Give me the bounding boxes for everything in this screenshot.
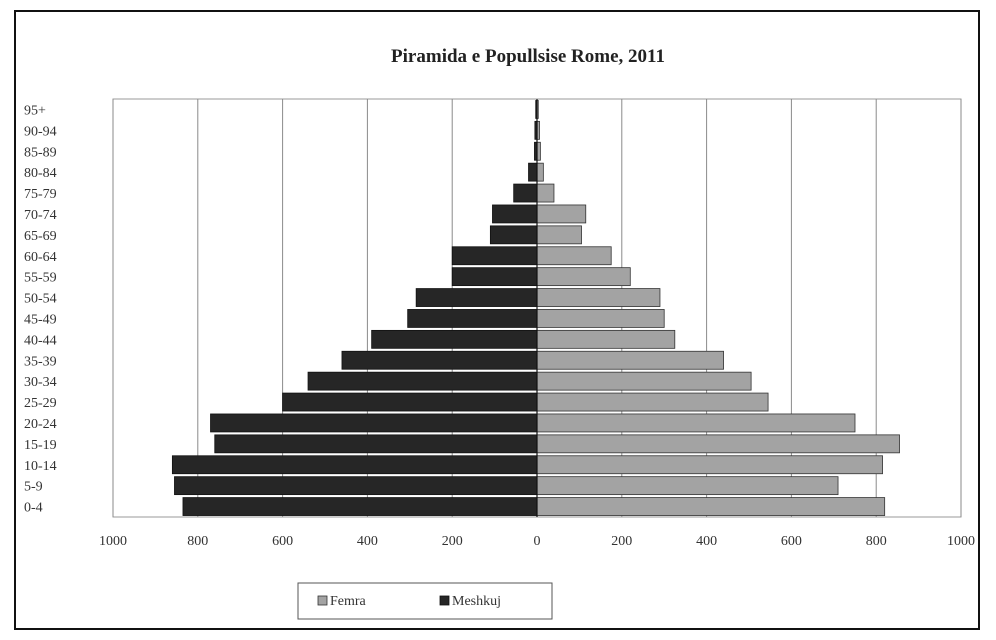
x-axis-tick-labels: 1000 800 600 400 200 0 200 400 600 800 1000 [99, 534, 975, 549]
y-tick-label-65-69: 65-69 [24, 229, 57, 244]
bar-meshkuj-75-79 [513, 183, 538, 203]
bar-meshkuj-60-64 [451, 246, 538, 266]
y-tick-label-80-84: 80-84 [24, 166, 57, 181]
y-tick-label-30-34: 30-34 [24, 375, 57, 390]
x-tick-label: 200 [611, 534, 632, 549]
bar-meshkuj-20-24 [210, 413, 538, 433]
bar-femra-45-49 [536, 309, 665, 328]
x-tick-label: 800 [866, 534, 887, 549]
x-tick-label: 400 [357, 534, 378, 549]
chart-title: Piramida e Popullsise Rome, 2011 [391, 46, 665, 67]
bar-femra-20-24 [536, 413, 856, 433]
y-tick-label-60-64: 60-64 [24, 250, 57, 265]
x-tick-label: 0 [534, 534, 541, 549]
x-tick-label: 600 [781, 534, 802, 549]
y-tick-label-75-79: 75-79 [24, 187, 57, 202]
bar-meshkuj-40-44 [371, 329, 538, 349]
y-tick-label-5-9: 5-9 [24, 480, 43, 495]
y-tick-label-15-19: 15-19 [24, 438, 57, 453]
y-tick-label-0-4: 0-4 [24, 501, 43, 516]
legend-label-femra: Femra [330, 594, 367, 609]
x-tick-label: 1000 [947, 534, 975, 549]
bar-meshkuj-45-49 [407, 309, 538, 328]
y-tick-label-20-24: 20-24 [24, 417, 57, 432]
y-tick-label-50-54: 50-54 [24, 292, 57, 307]
bar-femra-60-64 [536, 246, 612, 266]
bar-femra-55-59 [536, 267, 631, 287]
y-tick-label-40-44: 40-44 [24, 333, 57, 348]
bar-femra-40-44 [536, 329, 676, 349]
population-pyramid-chart: Piramida e Popullsise Rome, 2011 0-4 5-9 1… [24, 46, 975, 620]
bar-meshkuj-35-39 [341, 350, 538, 370]
chart-frame: Piramida e Popullsise Rome, 2011 0-4 5-9 1… [14, 10, 980, 630]
bar-meshkuj-65-69 [489, 225, 538, 245]
bar-meshkuj-25-29 [282, 392, 538, 412]
bar-femra-0-4 [536, 497, 886, 516]
legend: Femra Meshkuj [297, 582, 553, 620]
bar-meshkuj-0-4 [182, 497, 538, 516]
y-tick-label-90-94: 90-94 [24, 124, 57, 139]
x-tick-label: 1000 [99, 534, 127, 549]
bar-meshkuj-70-74 [492, 204, 538, 224]
bar-femra-35-39 [536, 350, 724, 370]
x-tick-label: 200 [442, 534, 463, 549]
bar-femra-10-14 [536, 455, 883, 475]
bar-femra-65-69 [536, 225, 582, 245]
bar-femra-5-9 [536, 476, 839, 496]
y-tick-label-70-74: 70-74 [24, 208, 57, 223]
bar-femra-15-19 [536, 434, 900, 454]
bar-meshkuj-80-84 [528, 162, 538, 182]
x-tick-label: 800 [187, 534, 208, 549]
legend-label-meshkuj: Meshkuj [452, 594, 501, 609]
bars [171, 99, 900, 517]
bar-femra-75-79 [536, 183, 555, 203]
bar-meshkuj-30-34 [307, 371, 538, 391]
y-tick-label-55-59: 55-59 [24, 271, 57, 286]
bar-meshkuj-5-9 [174, 476, 538, 496]
y-tick-label-85-89: 85-89 [24, 145, 57, 160]
legend-box [297, 582, 553, 620]
y-tick-label-10-14: 10-14 [24, 459, 57, 474]
y-tick-label-45-49: 45-49 [24, 312, 57, 327]
y-tick-label-95+: 95+ [24, 103, 46, 118]
legend-swatch-meshkuj [439, 595, 450, 606]
y-tick-label-35-39: 35-39 [24, 354, 57, 369]
bar-femra-80-84 [536, 162, 544, 182]
y-tick-label-25-29: 25-29 [24, 396, 57, 411]
bar-meshkuj-10-14 [171, 455, 538, 475]
bar-meshkuj-55-59 [451, 267, 538, 287]
bar-femra-25-29 [536, 392, 769, 412]
x-tick-label: 400 [696, 534, 717, 549]
bar-meshkuj-50-54 [415, 288, 538, 307]
legend-swatch-femra [317, 595, 328, 606]
bar-femra-30-34 [536, 371, 752, 391]
bar-femra-70-74 [536, 204, 587, 224]
x-tick-label: 600 [272, 534, 293, 549]
bar-meshkuj-15-19 [214, 434, 538, 454]
y-axis-tick-labels: 0-4 5-9 10-14 15-19 20-24 25-29 30-34 35-39 40-4… [24, 103, 57, 515]
bar-femra-50-54 [536, 288, 661, 307]
